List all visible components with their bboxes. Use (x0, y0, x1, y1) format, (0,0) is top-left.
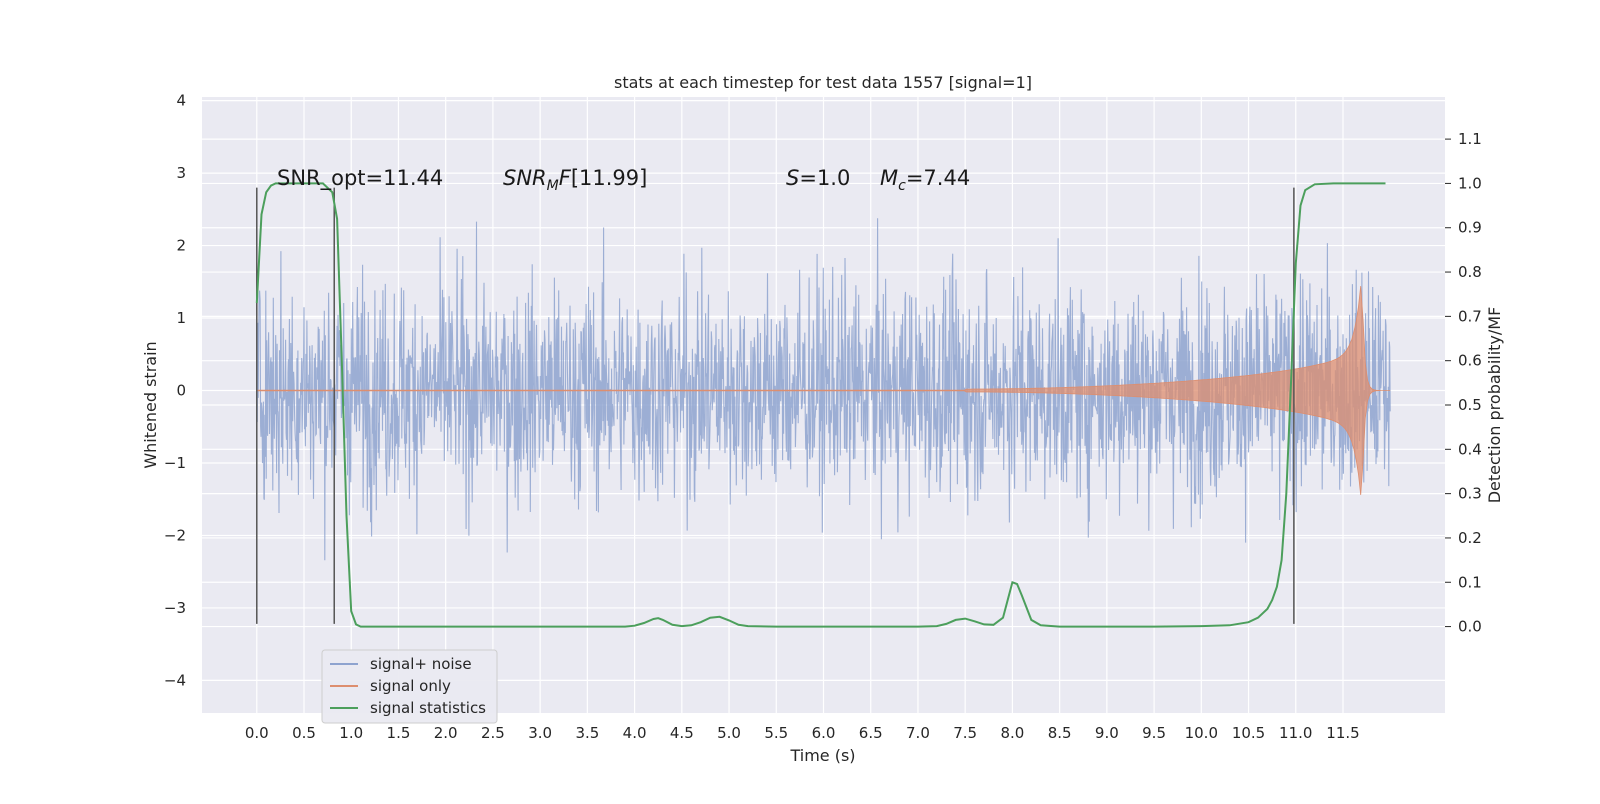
x-tick-label: 8.0 (1000, 724, 1024, 742)
x-tick-label: 2.0 (434, 724, 458, 742)
y-right-tick-label: 0.5 (1458, 396, 1482, 414)
y-left-tick-label: 1 (176, 309, 186, 327)
x-tick-label: 2.5 (481, 724, 505, 742)
x-tick-label: 6.0 (812, 724, 836, 742)
legend-label-statistics: signal statistics (370, 699, 486, 717)
x-tick-label: 11.0 (1279, 724, 1312, 742)
y-left-tick-label: 2 (176, 237, 186, 255)
x-tick-label: 3.5 (575, 724, 599, 742)
y-axis-label-right: Detection probability/MF (1485, 307, 1504, 504)
x-tick-label: 6.5 (859, 724, 883, 742)
x-tick-label: 1.5 (387, 724, 411, 742)
y-left-tick-label: −4 (164, 671, 186, 689)
y-left-tick-label: −3 (164, 599, 186, 617)
x-tick-label: 4.5 (670, 724, 694, 742)
x-tick-label: 11.5 (1326, 724, 1359, 742)
x-tick-label: 8.5 (1048, 724, 1072, 742)
annotation-snr-mf: SNRMF[11.99] (503, 166, 647, 194)
y-right-tick-label: 0.6 (1458, 352, 1482, 370)
y-right-tick-label: 0.3 (1458, 485, 1482, 503)
y-right-tick-label: 0.2 (1458, 529, 1482, 547)
y-right-tick-label: 0.0 (1458, 618, 1482, 636)
annotation-s-value: =1.0 (799, 166, 850, 190)
legend: signal+ noise signal only signal statist… (322, 650, 497, 723)
y-axis-right-ticks: 1.1 1.0 0.9 0.8 0.7 0.6 0.5 0.4 0.3 0.2 0.1 0.0 (1445, 130, 1482, 635)
annotation-s: S=1.0 (786, 166, 850, 190)
x-axis-ticks: 0.0 0.5 1.0 1.5 2.0 2.5 3.0 3.5 4.0 4.5 5.0 5.5 6.0 6… (245, 724, 1360, 742)
y-right-tick-label: 0.8 (1458, 263, 1482, 281)
y-right-tick-label: 0.9 (1458, 219, 1482, 237)
x-tick-label: 10.0 (1185, 724, 1218, 742)
x-axis-label: Time (s) (789, 746, 855, 765)
y-left-tick-label: −2 (164, 526, 186, 544)
annotation-snr-opt: SNR_opt=11.44 (277, 166, 443, 191)
x-tick-label: 0.5 (292, 724, 316, 742)
x-tick-label: 7.0 (906, 724, 930, 742)
y-left-tick-label: 3 (176, 164, 186, 182)
y-right-tick-label: 1.0 (1458, 174, 1482, 192)
y-left-tick-label: −1 (164, 454, 186, 472)
annotation-snr-mf-value: [11.99] (571, 166, 648, 190)
y-right-tick-label: 0.7 (1458, 307, 1482, 325)
y-right-tick-label: 1.1 (1458, 130, 1482, 148)
x-tick-label: 1.0 (339, 724, 363, 742)
legend-label-signal: signal only (370, 677, 451, 695)
y-axis-label-left: Whitened strain (141, 341, 160, 468)
x-tick-label: 5.0 (717, 724, 741, 742)
y-left-tick-label: 0 (176, 382, 186, 400)
x-tick-label: 5.5 (764, 724, 788, 742)
y-right-tick-label: 0.4 (1458, 440, 1482, 458)
x-tick-label: 9.5 (1142, 724, 1166, 742)
x-tick-label: 7.5 (953, 724, 977, 742)
legend-label-noise: signal+ noise (370, 655, 472, 673)
x-tick-label: 9.0 (1095, 724, 1119, 742)
annotation-mc-value: =7.44 (906, 166, 970, 190)
x-tick-label: 10.5 (1232, 724, 1265, 742)
chart-title: stats at each timestep for test data 155… (614, 73, 1032, 92)
x-tick-label: 0.0 (245, 724, 269, 742)
y-right-tick-label: 0.1 (1458, 573, 1482, 591)
x-tick-label: 3.0 (528, 724, 552, 742)
annotation-mc: Mc=7.44 (880, 166, 970, 194)
y-axis-left-ticks: 4 3 2 1 0 −1 −2 −3 −4 (164, 92, 186, 690)
x-tick-label: 4.0 (623, 724, 647, 742)
y-left-tick-label: 4 (176, 92, 186, 110)
